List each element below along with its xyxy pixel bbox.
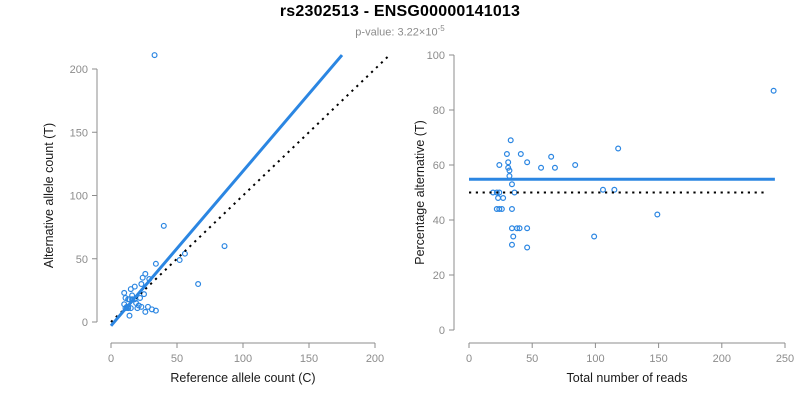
data-point (514, 225, 521, 232)
data-point (500, 195, 507, 202)
data-point (506, 173, 513, 180)
y-tick-label: 20 (433, 270, 445, 282)
y-tick-label: 60 (433, 160, 445, 172)
data-point (134, 305, 141, 312)
data-point (493, 189, 500, 196)
data-point (572, 162, 579, 169)
data-point (517, 151, 524, 158)
x-tick-label: 250 (776, 353, 794, 365)
data-point (505, 159, 512, 166)
data-point (138, 281, 145, 288)
x-tick-label: 200 (366, 353, 384, 365)
x-tick-label: 150 (649, 353, 667, 365)
data-point (507, 137, 514, 144)
data-point (496, 162, 503, 169)
data-point (508, 181, 515, 188)
data-point (495, 195, 502, 202)
y-tick-label: 80 (433, 105, 445, 117)
data-point (508, 206, 515, 213)
data-point (152, 260, 159, 267)
data-point (508, 225, 515, 232)
data-point (221, 243, 228, 250)
data-point (591, 233, 598, 240)
data-point (615, 145, 622, 152)
x-tick-label: 100 (586, 353, 604, 365)
data-point (548, 153, 555, 160)
x-tick-label: 0 (466, 353, 472, 365)
data-point (496, 206, 503, 213)
regression-line (109, 54, 344, 327)
data-point (126, 312, 133, 319)
data-point (498, 206, 505, 213)
data-point (142, 308, 149, 315)
y-tick-label: 150 (70, 127, 88, 139)
data-point (127, 305, 134, 312)
x-tick-label: 100 (234, 353, 252, 365)
data-point (152, 307, 159, 314)
data-point (508, 241, 515, 248)
data-point (516, 225, 523, 232)
y-tick-label: 50 (76, 254, 88, 266)
data-point (195, 281, 202, 288)
data-point (538, 164, 545, 171)
data-point (524, 159, 531, 166)
y-axis-title: Percentage alternative (T) (413, 120, 427, 265)
data-point (141, 291, 148, 298)
data-point (503, 151, 510, 158)
x-tick-label: 50 (171, 353, 183, 365)
data-point (176, 257, 183, 264)
identity-line (110, 55, 389, 323)
left-scatter-panel: 0 50 100 150 200 0 50 100 150 200 Reference allele… (42, 52, 389, 385)
y-tick-label: 0 (439, 325, 445, 337)
x-tick-label: 200 (713, 353, 731, 365)
data-point (510, 233, 517, 240)
data-point (139, 274, 146, 281)
x-axis-title: Reference allele count (C) (170, 371, 315, 385)
right-scatter-panel: 0 20 40 60 80 100 0 50 100 150 200 250 Total number … (413, 50, 794, 385)
data-point (151, 52, 158, 59)
data-point (524, 244, 531, 251)
data-point (599, 186, 606, 193)
data-point (127, 286, 134, 293)
data-point (611, 186, 618, 193)
data-point (121, 289, 128, 296)
y-tick-label: 200 (70, 64, 88, 76)
x-tick-label: 0 (108, 353, 114, 365)
y-tick-label: 100 (70, 191, 88, 203)
data-point (506, 167, 513, 174)
y-axis-title: Alternative allele count (T) (42, 123, 56, 268)
x-axis-title: Total number of reads (567, 371, 688, 385)
data-point (137, 294, 144, 301)
data-point (511, 189, 518, 196)
x-tick-label: 150 (300, 353, 318, 365)
y-tick-label: 100 (427, 50, 445, 62)
data-point (654, 211, 661, 218)
data-point (160, 222, 167, 229)
data-point (551, 164, 558, 171)
y-tick-label: 40 (433, 215, 445, 227)
x-tick-label: 50 (526, 353, 538, 365)
data-point (770, 87, 777, 94)
data-point (524, 225, 531, 232)
y-tick-label: 0 (82, 317, 88, 329)
data-point (181, 250, 188, 257)
